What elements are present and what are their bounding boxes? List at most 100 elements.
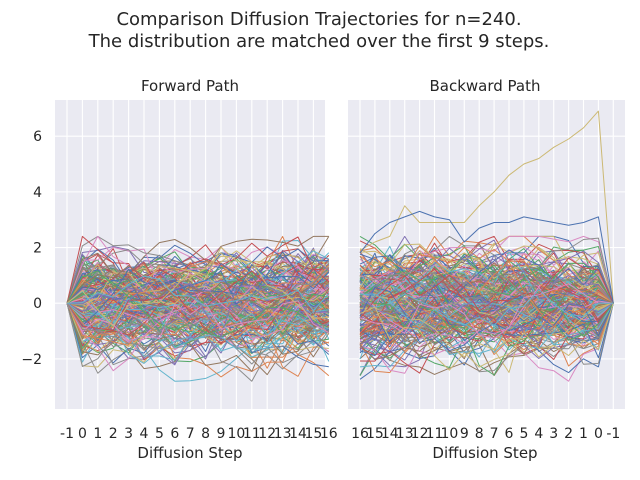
backward-path-highlighted-trajectory-0 (359, 110, 614, 304)
backward-path-x-tick-label: 7 (490, 426, 499, 442)
backward-path-trajectory (359, 246, 614, 304)
backward-path-x-tick-label: 14 (381, 426, 399, 442)
forward-path-trajectory (66, 249, 330, 304)
forward-path-y-tick-label: −2 (21, 352, 42, 368)
forward-path-trajectory (66, 270, 330, 336)
forward-path-x-tick-label: 2 (109, 426, 118, 442)
forward-path-x-tick-label: 5 (155, 426, 164, 442)
forward-path-x-tick-label: 14 (289, 426, 307, 442)
forward-path-y-tick-label: 6 (33, 129, 42, 145)
forward-path-trajectory (66, 303, 330, 356)
backward-path-trajectory (359, 284, 614, 321)
backward-path-x-tick-label: 15 (366, 426, 384, 442)
forward-path-trajectory (66, 268, 330, 331)
backward-path-x-axis-label: Diffusion Step (432, 444, 537, 462)
backward-path-x-tick-label: 13 (396, 426, 414, 442)
backward-path-trajectory (359, 249, 614, 357)
backward-path-x-tick-label: 3 (549, 426, 558, 442)
forward-path-trajectory (66, 288, 330, 350)
backward-path-trajectory (359, 258, 614, 326)
backward-path-trajectory (359, 235, 614, 305)
forward-path-x-tick-label: 1 (93, 426, 102, 442)
backward-path-trajectories (359, 110, 614, 382)
forward-path-trajectory (66, 275, 330, 312)
backward-path-x-tick-label: 10 (440, 426, 458, 442)
forward-path-trajectory (66, 235, 329, 326)
forward-path-x-tick-label: -1 (60, 426, 74, 442)
forward-path-trajectory (66, 235, 329, 304)
forward-path-trajectory (66, 246, 329, 327)
backward-path-x-tick-label: -1 (606, 426, 620, 442)
forward-path-trajectory (66, 265, 330, 316)
figure-title-line-2: The distribution are matched over the fi… (88, 31, 550, 52)
backward-path-trajectory (359, 239, 614, 314)
backward-path-trajectory (359, 245, 614, 328)
forward-path-x-axis-label: Diffusion Step (137, 444, 242, 462)
backward-path-trajectory (359, 296, 614, 376)
forward-path-trajectory (66, 260, 330, 372)
backward-path-highlighted-trajectory-1 (359, 210, 614, 304)
forward-path-x-tick-label: 7 (186, 426, 195, 442)
backward-path-x-tick-label: 4 (534, 426, 543, 442)
forward-path-trajectory (66, 236, 330, 307)
forward-path-trajectory (66, 303, 330, 347)
backward-path-trajectory (359, 287, 614, 361)
backward-path-trajectory (359, 287, 614, 352)
backward-path-trajectory (359, 262, 614, 320)
forward-path-x-tick-label: 0 (78, 426, 87, 442)
forward-path-x-tick-label: 3 (124, 426, 133, 442)
forward-path-trajectory (66, 273, 329, 338)
backward-path-trajectory (359, 274, 614, 351)
backward-path-trajectory (359, 283, 614, 339)
figure-title-line-1: Comparison Diffusion Trajectories for n=… (116, 9, 521, 30)
backward-path-trajectory (359, 272, 614, 311)
forward-path-x-tick-label: 4 (140, 426, 149, 442)
backward-path-title: Backward Path (429, 77, 540, 95)
forward-path-y-ticks: −2 0 2 4 6 (21, 129, 42, 368)
backward-path-trajectory (359, 302, 614, 358)
forward-path-trajectory (66, 293, 329, 367)
forward-path-trajectory (66, 285, 330, 340)
backward-path-trajectory (359, 295, 614, 332)
forward-path-x-tick-label: 8 (201, 426, 210, 442)
backward-path-x-tick-label: 16 (351, 426, 369, 442)
backward-path-x-tick-label: 1 (579, 426, 588, 442)
backward-path-x-tick-label: 0 (594, 426, 603, 442)
backward-path-x-tick-label: 9 (460, 426, 469, 442)
backward-path-x-tick-label: 8 (475, 426, 484, 442)
forward-path-y-tick-label: 2 (33, 241, 42, 257)
forward-path-trajectory (66, 302, 330, 364)
backward-path-trajectory (359, 263, 614, 342)
forward-path-x-tick-label: 15 (304, 426, 322, 442)
forward-path-x-tick-label: 11 (243, 426, 261, 442)
forward-path-trajectory (66, 268, 330, 327)
forward-path-y-tick-label: 4 (33, 185, 42, 201)
forward-path-y-tick-label: 0 (33, 296, 42, 312)
forward-path-trajectory (66, 261, 330, 306)
backward-path-trajectory (359, 235, 614, 304)
backward-path-x-tick-label: 5 (519, 426, 528, 442)
forward-path-trajectory (66, 286, 329, 332)
backward-path-trajectory (359, 267, 614, 315)
backward-path-trajectory (359, 289, 614, 328)
forward-path-x-tick-label: 16 (320, 426, 338, 442)
forward-path-trajectory (66, 257, 330, 338)
backward-path-trajectory (359, 292, 614, 374)
backward-path-x-tick-label: 11 (426, 426, 444, 442)
forward-path-trajectory (66, 290, 329, 372)
backward-path-x-tick-label: 6 (505, 426, 514, 442)
forward-path-trajectories (66, 235, 330, 382)
forward-path-x-tick-label: 10 (227, 426, 245, 442)
forward-path-x-tick-label: 13 (274, 426, 292, 442)
backward-path-trajectory (359, 273, 614, 334)
backward-path-trajectory (359, 293, 614, 346)
forward-path-x-tick-label: 12 (258, 426, 276, 442)
forward-path-x-tick-label: 9 (217, 426, 226, 442)
backward-path-trajectory (359, 286, 614, 345)
forward-path-title: Forward Path (141, 77, 239, 95)
